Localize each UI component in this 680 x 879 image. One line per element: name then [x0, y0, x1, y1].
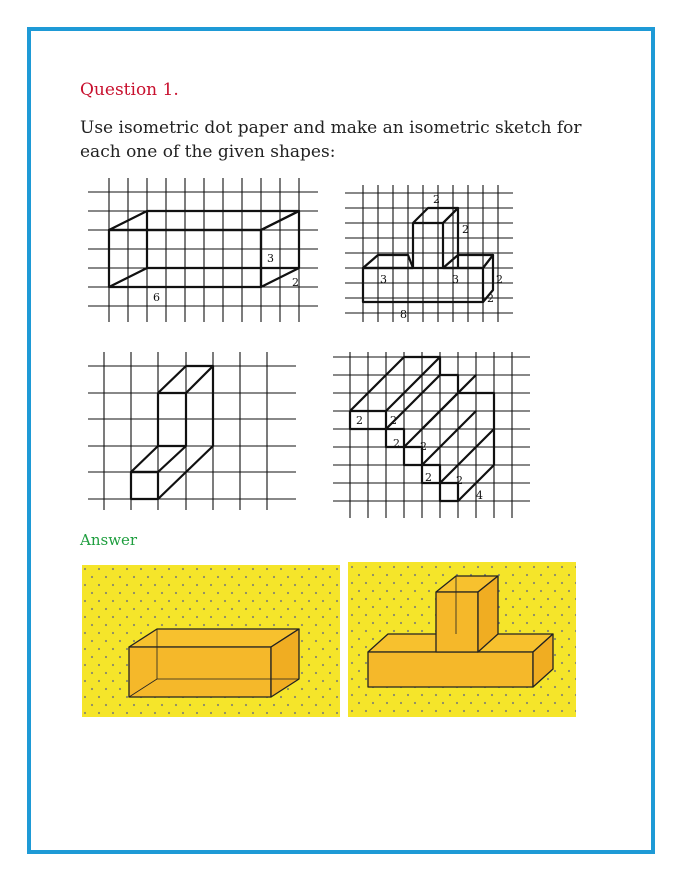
label-length: 6 [153, 291, 160, 304]
cuboid-outline [107, 209, 301, 289]
answer-title: Answer [80, 531, 138, 549]
label-right: 3 [452, 273, 459, 286]
answer-isometric-t-solid [348, 562, 576, 717]
label-left: 3 [380, 273, 387, 286]
figure-cuboid-6x3x2: 3 2 6 [88, 178, 318, 322]
label-column: 2 [462, 223, 469, 236]
cuboid-solid [128, 628, 300, 698]
label-step-3: 2 [393, 437, 400, 450]
figure-staircase-solid: 2 2 2 2 2 2 4 [333, 352, 530, 518]
label-side: 2 [496, 273, 503, 286]
label-length: 4 [476, 489, 483, 502]
question-text: Use isometric dot paper and make an isom… [80, 118, 582, 162]
label-step-6: 2 [456, 474, 463, 487]
label-height: 3 [267, 252, 274, 265]
l-solid-outline [129, 364, 215, 501]
label-step-2: 2 [390, 414, 397, 427]
label-length: 8 [400, 308, 407, 321]
figure-l-solid [88, 352, 296, 510]
answer-isometric-cuboid [82, 565, 340, 717]
page-border [27, 27, 655, 854]
t-solid [367, 575, 554, 688]
label-step-5: 2 [425, 471, 432, 484]
grid-lines [333, 352, 530, 518]
t-solid-outline [361, 206, 495, 304]
label-step-1: 2 [356, 414, 363, 427]
label-depth: 2 [487, 292, 494, 305]
label-top: 2 [433, 193, 440, 206]
figure-t-solid: 2 2 3 3 2 2 8 [345, 185, 513, 322]
label-depth: 2 [292, 276, 299, 289]
grid-lines [88, 352, 296, 510]
grid-lines [88, 178, 318, 322]
staircase-outline [348, 355, 496, 503]
question-title: Question 1. [80, 80, 179, 100]
label-step-4: 2 [420, 440, 427, 453]
